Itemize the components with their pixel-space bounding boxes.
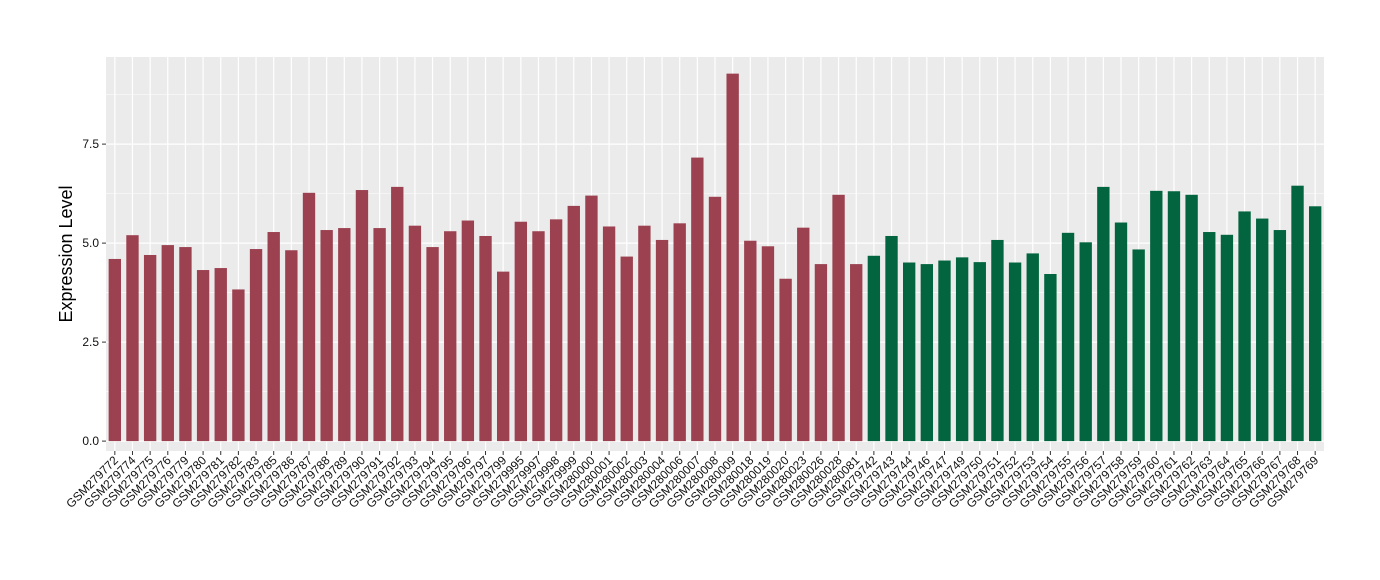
- y-tick-label: 0.0: [82, 434, 99, 448]
- bar-GSM279782: [232, 289, 245, 442]
- bar-GSM279795: [444, 231, 457, 442]
- bar-GSM279796: [461, 220, 475, 442]
- bar-GSM279997: [532, 231, 545, 442]
- bar-GSM279763: [1203, 232, 1216, 442]
- bar-GSM279759: [1132, 249, 1145, 442]
- bar-GSM279753: [1026, 253, 1039, 442]
- bar-GSM280008: [708, 196, 722, 442]
- bar-GSM279790: [355, 190, 369, 442]
- bar-GSM279765: [1238, 211, 1251, 442]
- bar-GSM279756: [1079, 242, 1092, 442]
- bar-GSM279776: [161, 245, 174, 442]
- bar-GSM279783: [249, 249, 263, 442]
- bar-GSM279746: [920, 264, 934, 442]
- bar-GSM279742: [867, 255, 881, 442]
- bar-GSM279768: [1291, 185, 1304, 442]
- bar-GSM279785: [267, 232, 280, 442]
- bar-GSM279780: [196, 270, 210, 442]
- bar-GSM279767: [1273, 230, 1287, 442]
- bar-GSM280006: [673, 223, 686, 442]
- bar-GSM279995: [514, 221, 528, 442]
- bar-GSM280081: [850, 264, 863, 442]
- bar-GSM279747: [938, 260, 951, 442]
- bar-GSM279758: [1114, 222, 1128, 442]
- bar-GSM280019: [761, 246, 775, 442]
- bar-GSM279786: [285, 250, 298, 442]
- bar-GSM280026: [814, 264, 828, 442]
- bar-GSM279774: [126, 235, 139, 442]
- bar-GSM279761: [1167, 191, 1181, 442]
- bar-GSM279797: [479, 235, 492, 442]
- y-tick-label: 2.5: [82, 335, 99, 349]
- y-axis-title: Expression Level: [56, 185, 76, 322]
- bar-GSM279787: [302, 192, 316, 442]
- bar-GSM279750: [973, 262, 986, 442]
- bars: [108, 73, 1322, 442]
- bar-GSM280009: [726, 73, 739, 442]
- bar-GSM279788: [320, 230, 333, 442]
- bar-GSM279751: [991, 239, 1004, 442]
- bar-GSM279766: [1256, 218, 1269, 442]
- bar-GSM279789: [338, 228, 351, 442]
- bar-GSM279752: [1008, 262, 1022, 442]
- bar-GSM280001: [602, 226, 616, 442]
- y-tick-label: 7.5: [82, 137, 99, 151]
- x-axis: GSM279772GSM279774GSM279775GSM279776GSM2…: [63, 451, 1322, 511]
- bar-GSM279791: [373, 228, 386, 442]
- bar-GSM280002: [620, 256, 633, 442]
- bar-GSM280003: [638, 225, 651, 442]
- bar-GSM279775: [143, 254, 157, 442]
- bar-GSM279998: [549, 219, 563, 442]
- bar-GSM280004: [655, 239, 669, 442]
- bar-GSM280028: [832, 194, 845, 442]
- bar-GSM279757: [1097, 186, 1110, 442]
- bar-GSM279793: [408, 225, 422, 442]
- bar-GSM279762: [1185, 194, 1198, 442]
- bar-GSM279781: [214, 268, 227, 442]
- bar-GSM279772: [108, 258, 122, 442]
- bar-GSM279999: [567, 205, 580, 442]
- bar-GSM279799: [496, 271, 510, 442]
- bar-GSM279760: [1150, 190, 1163, 442]
- bar-GSM279764: [1220, 234, 1234, 442]
- bar-GSM279779: [179, 247, 192, 442]
- bar-GSM280023: [797, 227, 810, 442]
- bar-GSM280020: [779, 278, 792, 442]
- y-tick-label: 5.0: [82, 236, 99, 250]
- bar-GSM279749: [955, 257, 969, 442]
- bar-GSM279754: [1044, 273, 1057, 442]
- y-axis: 0.0 2.5 5.0 7.5: [82, 137, 106, 448]
- bar-GSM279769: [1308, 206, 1322, 442]
- bar-GSM279792: [391, 186, 404, 442]
- bar-GSM279744: [902, 262, 916, 442]
- bar-GSM279743: [885, 235, 898, 442]
- bar-GSM280018: [744, 240, 757, 442]
- bar-GSM280000: [585, 195, 598, 442]
- bar-GSM280007: [691, 157, 704, 442]
- bar-GSM279755: [1061, 232, 1075, 442]
- bar-GSM279794: [426, 247, 439, 442]
